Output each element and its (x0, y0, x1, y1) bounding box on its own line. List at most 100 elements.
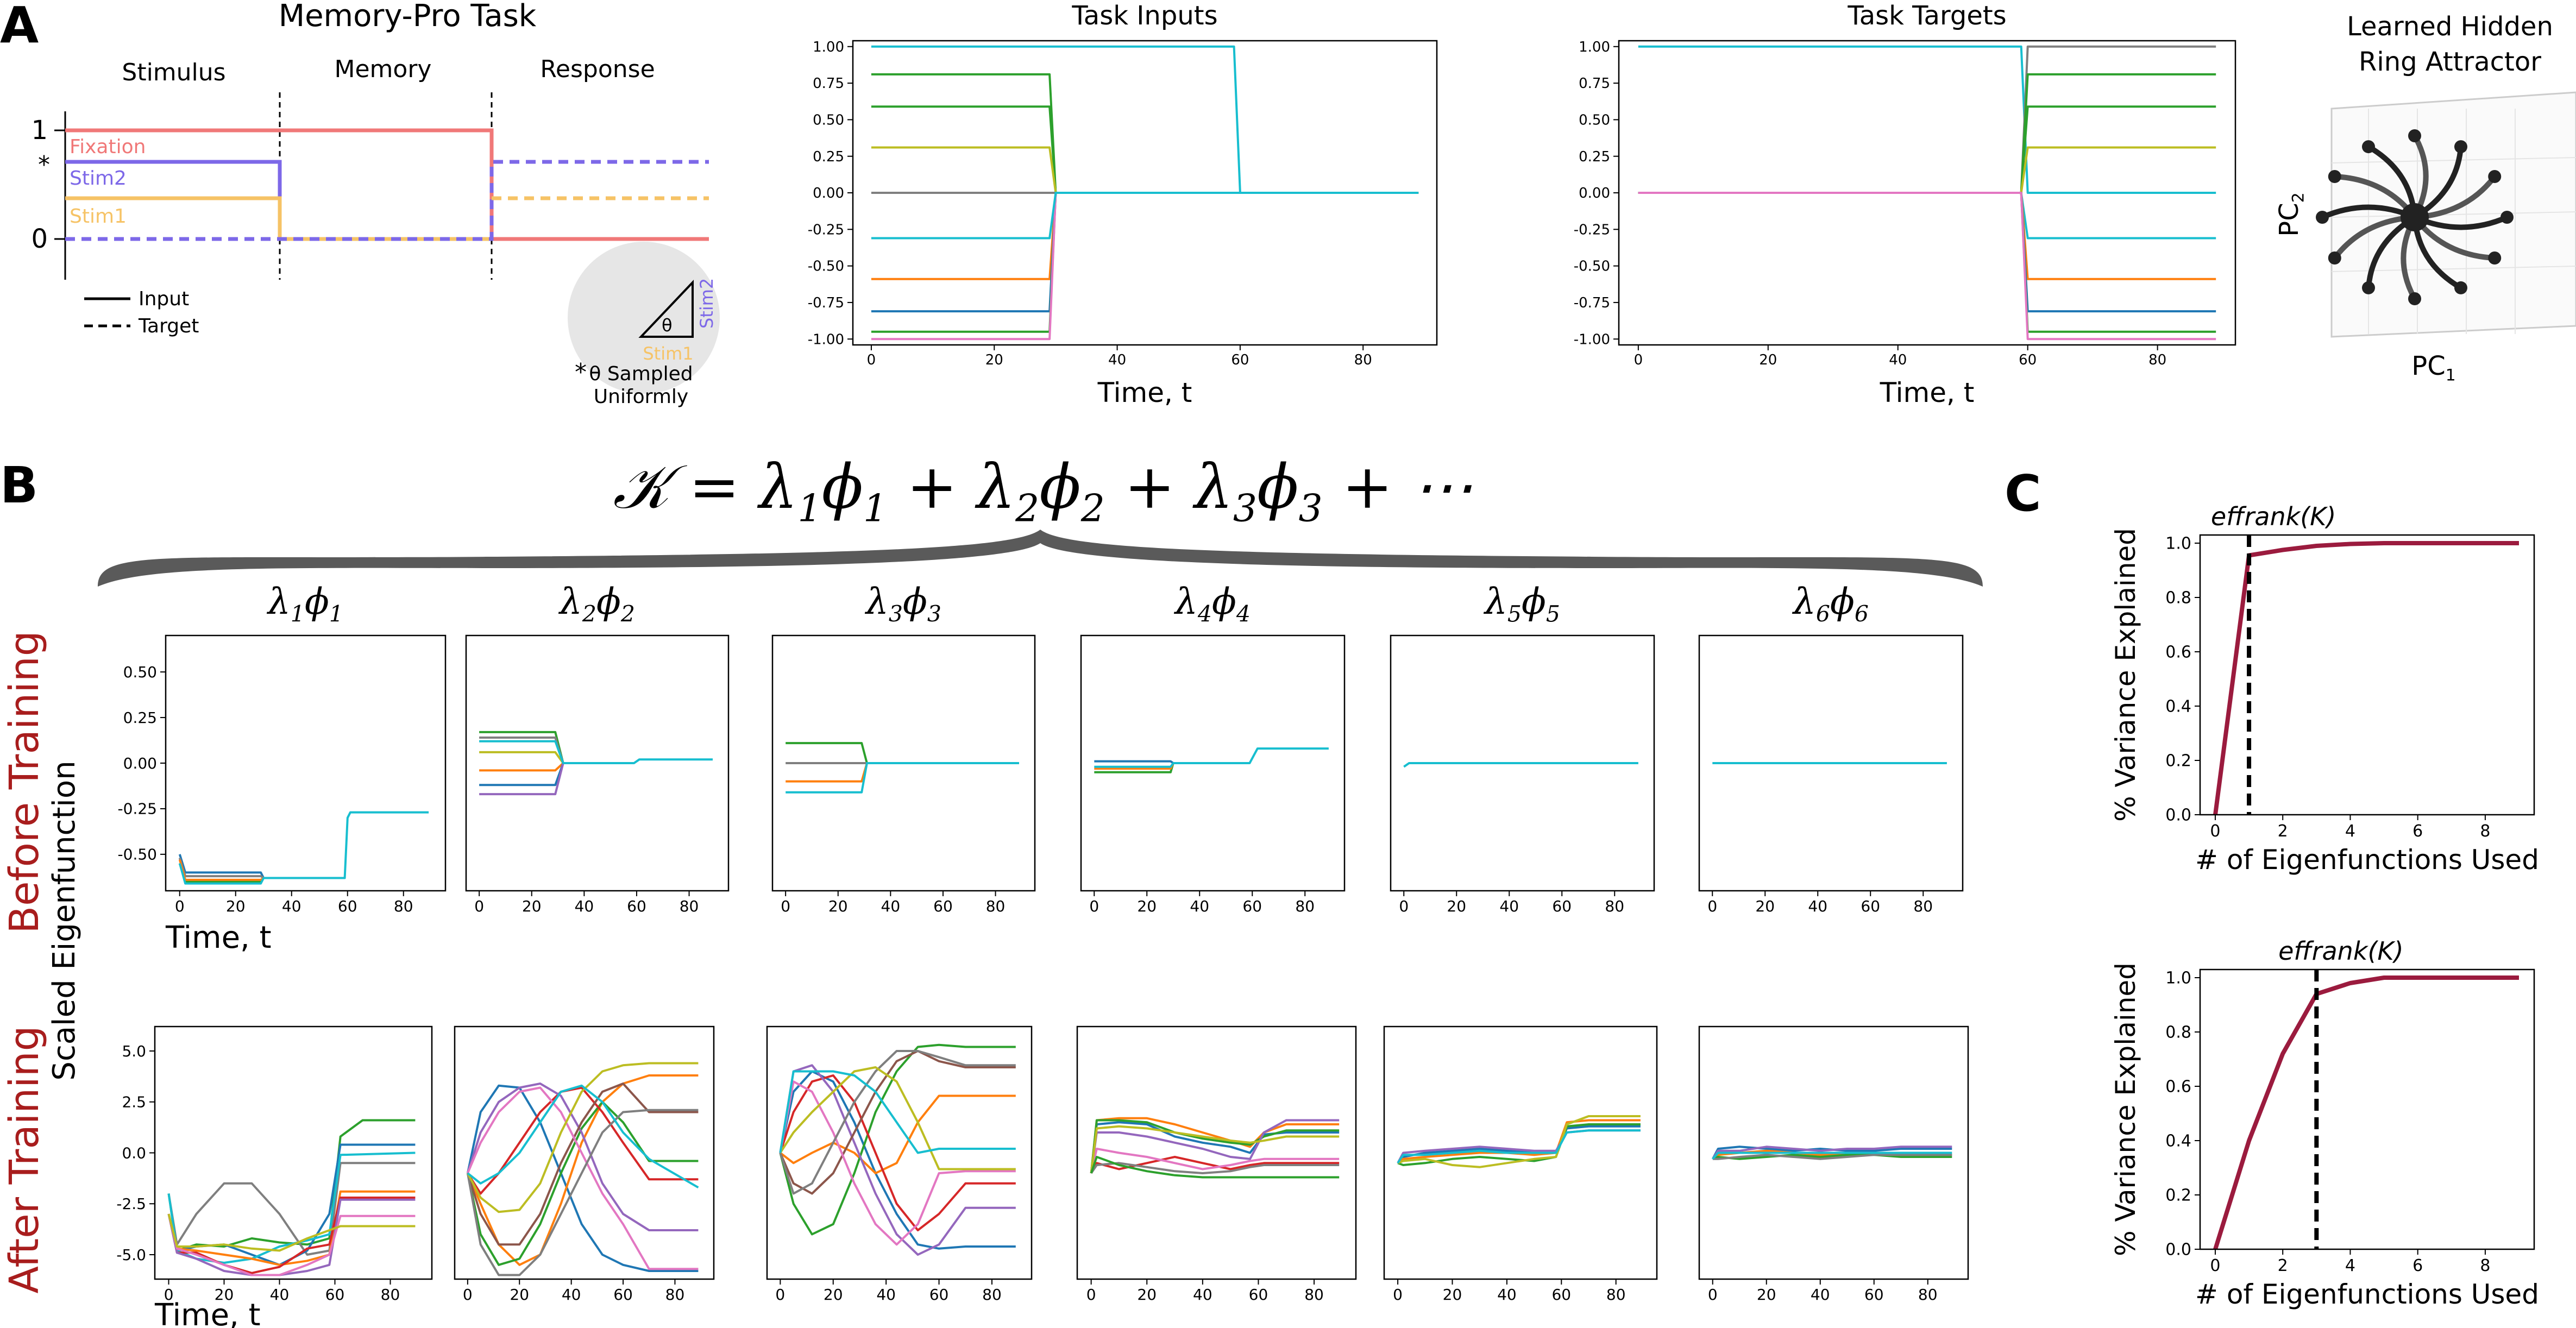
text-run: ϕ (1830, 581, 1855, 622)
x-tick-label: 60 (933, 897, 953, 915)
subscript: 3 (927, 601, 941, 627)
series-line-10 (1638, 192, 2216, 341)
legend-input-label: Input (139, 288, 189, 310)
series-line-7 (467, 1086, 699, 1270)
text-run: λ (1192, 452, 1233, 523)
subscript: 2 (2289, 192, 2308, 203)
x-tick-label: 0 (781, 897, 790, 915)
x-tick-label: 40 (1190, 897, 1209, 915)
subscript: 2 (1015, 487, 1039, 531)
x-tick-label: 2 (2278, 1256, 2288, 1275)
series-line-3 (871, 146, 1419, 194)
series-line-5 (1397, 1115, 1641, 1168)
subscript: 6 (1816, 601, 1830, 627)
axes-frame (465, 634, 730, 892)
x-tick-label: 20 (1755, 897, 1775, 915)
angle-disc (568, 242, 720, 394)
x-tick-label: 6 (2412, 822, 2423, 841)
ring-title-line2: Ring Attractor (2359, 47, 2541, 77)
eigenfunction-title-4: λ4ϕ4 (1173, 581, 1251, 627)
chart-title: Task Inputs (1071, 1, 1217, 31)
fixation-label: Fixation (70, 136, 146, 158)
series-line-1 (1397, 1125, 1641, 1164)
series-line-5 (466, 1082, 699, 1231)
x-tick-label: 60 (338, 897, 357, 915)
y-tick-label: -0.50 (808, 259, 844, 275)
series-line-4 (1090, 1156, 1340, 1174)
x-tick-label: 40 (1499, 897, 1519, 915)
x-tick-label: 20 (985, 352, 1003, 368)
eigenfunction-title-3: λ3ϕ3 (864, 581, 941, 627)
ring-title-line1: Learned Hidden (2347, 11, 2553, 42)
text-run: λ (558, 581, 582, 622)
series-line-3 (1397, 1123, 1641, 1166)
x-tick-label: 20 (522, 897, 542, 915)
phase-label-stimulus: Stimulus (122, 59, 225, 86)
time-label-top: Time, t (165, 920, 272, 955)
series-line-2 (780, 1094, 1016, 1174)
scaled-eigenfunction-label: Scaled Eigenfunction (47, 760, 82, 1080)
ring-endpoint (2408, 129, 2421, 142)
x-tick-label: 60 (627, 897, 646, 915)
ring-endpoint (2362, 140, 2375, 154)
series-line-10 (467, 1084, 699, 1189)
axes-frame (766, 1025, 1033, 1280)
sampled-note-line1: θ Sampled (589, 363, 693, 385)
x-tick-label: 40 (575, 897, 594, 915)
series-group (1397, 1115, 1641, 1168)
series-group (2213, 975, 2519, 1249)
y-tick-label: -0.75 (1574, 295, 1610, 311)
x-axis-label: # of Eigenfunctions Used (2195, 1279, 2539, 1310)
y-tick-label: 0.8 (2165, 589, 2191, 608)
series-line-1 (871, 73, 1419, 194)
y-tick-label: -0.25 (808, 222, 844, 238)
x-tick-label: 6 (2412, 1256, 2423, 1275)
y-tick-label: 0.75 (813, 75, 844, 92)
angle-stim2-label: Stim2 (696, 278, 717, 329)
text-run: ϕ (1039, 452, 1080, 523)
curly-brace (98, 530, 1983, 587)
y-tick-label: 1.00 (813, 39, 844, 55)
series-line-2 (178, 858, 265, 879)
x-tick-label: 40 (1811, 1286, 1830, 1304)
diagram-ytick-1: 1 (31, 115, 48, 146)
text-run: + ⋯ (1323, 452, 1473, 523)
y-tick-label: 0.2 (2165, 1186, 2191, 1205)
phase-label-response: Response (540, 55, 655, 83)
series-line-8 (1638, 192, 2216, 313)
x-tick-label: 60 (1231, 352, 1249, 368)
y-tick-label: 2.5 (122, 1093, 146, 1111)
x-tick-label: 40 (1108, 352, 1126, 368)
y-axis-label: % Variance Explained (2110, 528, 2141, 822)
text-run: λ (1792, 581, 1816, 622)
series-line-5 (871, 192, 1419, 280)
series-group (779, 1043, 1016, 1256)
sampled-note-line2: Uniformly (594, 386, 688, 408)
series-line-2 (467, 1074, 699, 1266)
series-line-6 (1712, 1151, 1952, 1160)
x-tick-label: 40 (1497, 1286, 1517, 1304)
subscript: 1 (2446, 366, 2456, 385)
chart-eig-after-4: 0 20 40 60 80 (1076, 1025, 1357, 1304)
x-tick-label: 20 (828, 897, 848, 915)
legend-target-label: Target (138, 315, 199, 337)
ring-endpoint (2454, 281, 2467, 294)
series-line-3 (779, 1043, 1016, 1236)
y-tick-label: -0.25 (1574, 222, 1610, 238)
series-line-3 (786, 763, 868, 783)
y-tick-label: 1.0 (2165, 969, 2191, 988)
x-tick-label: 8 (2480, 822, 2490, 841)
panel-label-a: A (0, 0, 39, 54)
x-tick-label: 60 (1551, 1286, 1571, 1304)
series-line-3 (466, 1100, 699, 1266)
subscript: 4 (1236, 601, 1251, 627)
subscript: 3 (889, 601, 903, 627)
y-tick-label: 0.8 (2165, 1023, 2191, 1042)
y-tick-label: 0.25 (123, 709, 157, 727)
x-tick-label: 40 (282, 897, 301, 915)
